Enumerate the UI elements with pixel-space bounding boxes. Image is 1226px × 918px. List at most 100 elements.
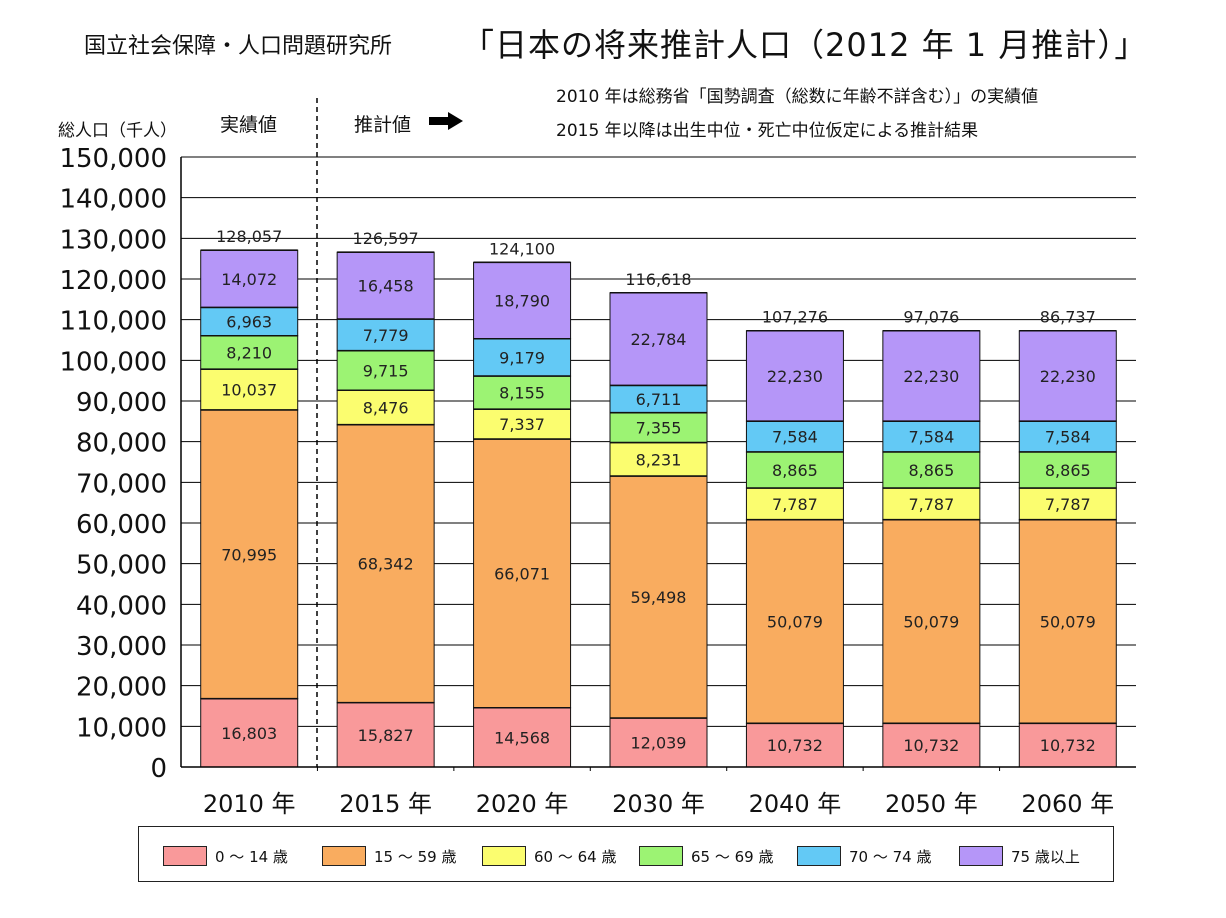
segment-value-label: 8,865 — [908, 461, 954, 480]
segment-value-label: 7,787 — [1045, 495, 1091, 514]
projection-values-label: 推計値 — [354, 114, 412, 136]
segment-value-label: 22,230 — [903, 367, 959, 386]
y-tick-label: 60,000 — [76, 510, 167, 540]
bar-segment — [609, 475, 708, 719]
bar-segment — [609, 292, 708, 386]
bar-segment — [745, 420, 844, 453]
arrow-right-icon — [429, 112, 463, 130]
bar-total-label: 97,076 — [903, 308, 959, 327]
organization-name: 国立社会保障・人口問題研究所 — [84, 34, 393, 59]
segment-value-label: 22,784 — [631, 330, 687, 349]
bar-total-label: 116,618 — [625, 270, 691, 289]
y-tick-label: 50,000 — [76, 551, 167, 581]
segment-value-label: 8,231 — [636, 450, 682, 469]
segment-value-label: 9,715 — [363, 361, 409, 380]
bar-segment — [473, 338, 572, 377]
legend-swatch — [322, 846, 366, 866]
bar-segment — [1018, 519, 1117, 724]
legend: 0 ～ 14 歳 15 ～ 59 歳 60 ～ 64 歳 65 ～ 69 歳 70 ～ … — [138, 826, 1114, 882]
legend-label: 60 ～ 64 歳 — [534, 847, 617, 866]
bar-segment — [1018, 722, 1117, 768]
segment-value-label: 14,072 — [221, 270, 277, 289]
segment-value-label: 66,071 — [494, 564, 550, 583]
segment-value-label: 22,230 — [767, 367, 823, 386]
segment-value-label: 8,155 — [499, 384, 545, 403]
y-axis-title: 総人口（千人） — [58, 121, 177, 141]
legend-item: 70 ～ 74 歳 — [797, 845, 931, 867]
segment-value-label: 8,210 — [226, 343, 272, 362]
segment-value-label: 14,568 — [494, 728, 550, 747]
legend-label: 75 歳以上 — [1011, 847, 1080, 866]
y-tick-label: 90,000 — [76, 388, 167, 418]
y-tick-label: 30,000 — [76, 632, 167, 662]
actual-values-label: 実績値 — [220, 114, 278, 136]
bar-segment — [745, 451, 844, 489]
segment-value-label: 70,995 — [221, 545, 277, 564]
bar-total-label: 86,737 — [1040, 308, 1096, 327]
y-tick-label: 110,000 — [59, 307, 167, 337]
legend-swatch — [482, 846, 526, 866]
y-tick-label: 0 — [150, 754, 167, 784]
segment-value-label: 7,787 — [772, 495, 818, 514]
legend-label: 65 ～ 69 歳 — [691, 847, 774, 866]
bar-segment — [336, 251, 435, 320]
bar-segment — [336, 424, 435, 704]
legend-label: 70 ～ 74 歳 — [849, 847, 932, 866]
legend-swatch — [163, 846, 207, 866]
bar-segment — [745, 330, 844, 422]
segment-value-label: 7,584 — [772, 428, 818, 447]
segment-value-label: 9,179 — [499, 348, 545, 367]
legend-label: 15 ～ 59 歳 — [374, 847, 457, 866]
bar-total-label: 107,276 — [762, 308, 828, 327]
y-tick-label: 130,000 — [59, 225, 167, 255]
segment-value-label: 6,711 — [636, 390, 682, 409]
y-tick-label: 150,000 — [59, 144, 167, 174]
x-category-label: 2015 年 — [339, 790, 432, 818]
segment-value-label: 10,732 — [903, 736, 959, 755]
bar-segment — [609, 384, 708, 414]
segment-value-label: 50,079 — [767, 613, 823, 632]
bar-segment — [200, 368, 299, 411]
segment-value-label: 10,037 — [221, 381, 277, 400]
bar-segment — [1018, 487, 1117, 521]
y-tick-label: 120,000 — [59, 266, 167, 296]
segment-value-label: 7,584 — [908, 428, 954, 447]
y-tick-label: 140,000 — [59, 185, 167, 215]
x-category-label: 2030 年 — [612, 790, 705, 818]
segment-value-label: 59,498 — [631, 588, 687, 607]
segment-value-label: 50,079 — [903, 613, 959, 632]
segment-value-label: 6,963 — [226, 313, 272, 332]
x-category-label: 2050 年 — [885, 790, 978, 818]
x-category-label: 2060 年 — [1021, 790, 1114, 818]
bar-segment — [200, 698, 299, 768]
legend-swatch — [639, 846, 683, 866]
segment-value-label: 7,779 — [363, 326, 409, 345]
legend-item: 0 ～ 14 歳 — [163, 845, 288, 867]
bar-segment — [882, 487, 981, 521]
y-tick-label: 70,000 — [76, 469, 167, 499]
bar-total-label: 124,100 — [489, 239, 555, 258]
segment-value-label: 22,230 — [1040, 367, 1096, 386]
segment-value-label: 15,827 — [358, 726, 414, 745]
segment-value-label: 16,458 — [358, 277, 414, 296]
y-tick-label: 20,000 — [76, 673, 167, 703]
y-tick-label: 100,000 — [59, 347, 167, 377]
bar-segment — [882, 519, 981, 724]
bar-segment — [473, 408, 572, 440]
segment-value-label: 68,342 — [358, 555, 414, 574]
legend-item: 65 ～ 69 歳 — [639, 845, 773, 867]
legend-item: 15 ～ 59 歳 — [322, 845, 456, 867]
segment-value-label: 7,584 — [1045, 428, 1091, 447]
x-category-label: 2010 年 — [203, 790, 296, 818]
legend-item: 60 ～ 64 歳 — [482, 845, 616, 867]
bar-segment — [473, 261, 572, 340]
bar-segment — [609, 412, 708, 444]
legend-swatch — [797, 846, 841, 866]
segment-value-label: 10,732 — [1040, 736, 1096, 755]
y-tick-label: 80,000 — [76, 429, 167, 459]
bar-segment — [1018, 420, 1117, 453]
bar-segment — [745, 487, 844, 521]
segment-value-label: 7,787 — [908, 495, 954, 514]
segment-value-label: 7,355 — [636, 419, 682, 438]
legend-swatch — [959, 846, 1003, 866]
